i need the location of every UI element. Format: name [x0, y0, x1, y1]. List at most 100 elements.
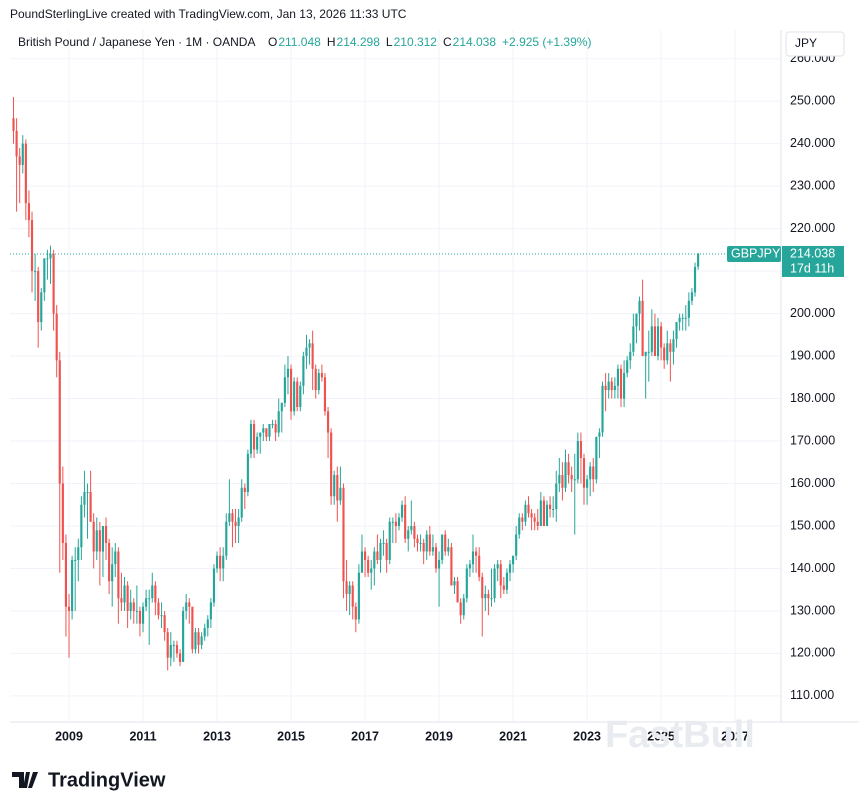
candle-body — [545, 504, 549, 526]
candle-body — [265, 428, 268, 437]
candle-body — [564, 462, 567, 488]
credit: PoundSterlingLive created with TradingVi… — [10, 7, 407, 21]
candle-body — [175, 644, 179, 654]
candle-body — [256, 436, 259, 450]
currency: JPY — [795, 36, 817, 50]
plot — [10, 96, 781, 671]
top-bar — [0, 0, 859, 30]
candle-body — [237, 517, 240, 526]
candle-body — [40, 292, 43, 323]
candle-body — [43, 258, 46, 293]
candle-body — [246, 453, 249, 493]
candle-body — [320, 373, 323, 378]
candle-body — [570, 475, 573, 480]
candle-body — [425, 534, 428, 552]
x-tick-label: 2027 — [721, 729, 749, 743]
candle-body — [428, 534, 431, 552]
candle-body — [268, 424, 271, 437]
candle-body — [305, 347, 308, 357]
candle-body — [215, 555, 219, 569]
candle-body — [579, 441, 583, 459]
candle-body — [21, 143, 24, 165]
ohlc-letter: C — [443, 35, 452, 49]
candle-body — [379, 542, 382, 560]
candle-body — [311, 343, 314, 369]
candle-body — [114, 551, 117, 565]
candle-body — [474, 551, 478, 556]
candle-body — [151, 585, 154, 599]
axes: 110.000 120.000 130.000 140.000 150.000 160.0… — [55, 51, 844, 743]
candle-body — [286, 368, 290, 378]
candle-body — [632, 326, 635, 352]
candle-body — [194, 632, 197, 650]
y-tick-label: 220.000 — [790, 221, 835, 235]
candle-body — [635, 313, 638, 327]
candle-body — [117, 551, 120, 599]
candle-body — [148, 598, 151, 600]
candle-body — [55, 313, 58, 361]
candle-body — [616, 368, 620, 386]
candle-body — [484, 593, 487, 599]
candle-body — [58, 360, 61, 484]
candle-body — [228, 513, 231, 522]
candle-body — [549, 504, 552, 510]
candle-body — [367, 559, 370, 573]
y-tick-label: 180.000 — [790, 391, 835, 405]
candle-body — [302, 356, 305, 386]
candle-body — [345, 581, 348, 594]
candle-body — [400, 504, 404, 518]
candle-body — [413, 525, 416, 539]
candle-body — [169, 644, 172, 658]
price-axis-bg — [781, 30, 859, 750]
candle-body — [95, 530, 98, 552]
x-tick-label: 2021 — [499, 729, 527, 743]
candle-body — [582, 458, 586, 488]
candle-body — [613, 385, 616, 391]
candle-body — [456, 581, 459, 603]
candle-body — [527, 504, 530, 514]
y-tick-label: 230.000 — [790, 178, 835, 192]
candle-body — [61, 483, 64, 543]
candle-body — [98, 530, 101, 552]
candle-body — [595, 436, 598, 480]
watermark: FastBull — [605, 714, 755, 756]
candle-body — [15, 130, 18, 157]
y-tick-label: 160.000 — [790, 476, 835, 490]
candle-body — [434, 547, 438, 569]
candle-body — [357, 572, 360, 620]
candle-body — [385, 542, 388, 560]
candle-body — [64, 542, 68, 607]
ohlc-value: 210.312 — [394, 35, 438, 49]
candle-body — [644, 351, 647, 357]
candle-body — [586, 479, 589, 488]
candle-body — [672, 339, 675, 352]
y-tick-label: 140.000 — [790, 561, 835, 575]
candle-body — [360, 551, 364, 573]
candle-body — [351, 585, 354, 607]
x-tick-label: 2015 — [277, 729, 305, 743]
candle-body — [502, 585, 505, 590]
candle-body — [252, 424, 256, 450]
candle-body — [274, 424, 277, 433]
candle-body — [505, 572, 508, 590]
candle-body — [681, 317, 684, 319]
candle-body — [493, 568, 496, 599]
ohlc-letter: O — [268, 35, 277, 49]
candle-body — [249, 424, 253, 454]
candle-body — [465, 568, 468, 599]
candle-body — [37, 271, 40, 323]
candle-body — [561, 475, 564, 488]
y-tick-label: 150.000 — [790, 518, 835, 532]
candle-body — [240, 487, 243, 518]
candle-body — [363, 551, 367, 560]
candle-body — [407, 530, 410, 539]
candle-body — [459, 602, 462, 616]
x-tick-label: 2023 — [573, 729, 601, 743]
currency-box[interactable] — [785, 31, 845, 57]
candle-body — [188, 602, 191, 607]
candle-body — [542, 500, 546, 526]
candle-body — [212, 568, 216, 603]
candle-body — [145, 598, 148, 607]
last-price: 214.038 — [790, 246, 835, 260]
candle-body — [80, 504, 83, 548]
